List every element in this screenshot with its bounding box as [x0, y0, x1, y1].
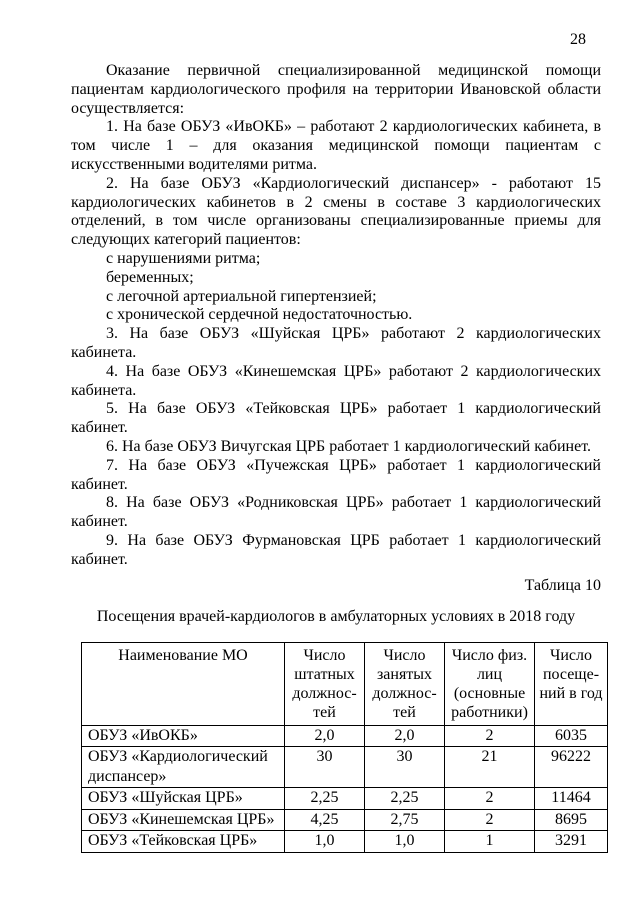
cell-occupied: 2,75: [364, 808, 445, 832]
header-visits-per-year: Число посеще- ний в год: [534, 641, 608, 726]
cell-individuals: 21: [444, 746, 535, 789]
cell-org-name: ОБУЗ «Тейковская ЦРБ»: [81, 830, 285, 853]
paragraph-item-1: 1. На базе ОБУЗ «ИвОКБ» – работают 2 кар…: [71, 118, 601, 173]
cell-individuals: 2: [444, 808, 535, 832]
table-row: ОБУЗ «Кардиологический диспансер» 30 30 …: [81, 746, 608, 789]
paragraph-item-4: 4. На базе ОБУЗ «Кинешемская ЦРБ» работа…: [71, 362, 601, 399]
list-item-heart-failure: с хронической сердечной недостаточностью…: [106, 306, 413, 324]
paragraph-item-5: 5. На базе ОБУЗ «Тейковская ЦРБ» работае…: [71, 400, 601, 437]
paragraph-item-8: 8. На базе ОБУЗ «Родниковская ЦРБ» работ…: [71, 494, 601, 531]
paragraph-item-3: 3. На базе ОБУЗ «Шуйская ЦРБ» работают 2…: [71, 325, 601, 361]
cell-staff: 30: [284, 746, 365, 789]
cell-visits: 96222: [534, 746, 608, 789]
header-individuals: Число физ. лиц (основные работники): [444, 641, 535, 726]
paragraph-item-2: 2. На базе ОБУЗ «Кардиологический диспан…: [71, 174, 601, 249]
header-staff-positions: Число штатных должнос- тей: [284, 641, 365, 726]
cell-staff: 2,0: [284, 724, 365, 748]
cell-visits: 11464: [534, 787, 608, 810]
cell-visits: 8695: [534, 808, 608, 832]
cell-org-name: ОБУЗ «Шуйская ЦРБ»: [81, 787, 285, 810]
cell-org-name: ОБУЗ «ИвОКБ»: [81, 724, 285, 748]
cell-org-name: ОБУЗ «Кинешемская ЦРБ»: [81, 808, 285, 832]
table-row: ОБУЗ «Шуйская ЦРБ» 2,25 2,25 2 11464: [81, 787, 608, 810]
table-title: Посещения врачей-кардиологов в амбулатор…: [96, 607, 576, 625]
cell-org-name: ОБУЗ «Кардиологический диспансер»: [81, 746, 285, 789]
paragraph-item-7: 7. На базе ОБУЗ «Пучежская ЦРБ» работает…: [71, 456, 601, 493]
paragraph-item-9: 9. На базе ОБУЗ Фурмановская ЦРБ работае…: [71, 531, 601, 568]
cell-occupied: 1,0: [364, 830, 445, 853]
header-org-name: Наименование МО: [81, 641, 285, 726]
paragraph-item-6: 6. На базе ОБУЗ Вичугская ЦРБ работает 1…: [106, 437, 591, 455]
cell-individuals: 1: [444, 830, 535, 853]
cell-individuals: 2: [444, 724, 535, 748]
cell-individuals: 2: [444, 787, 535, 810]
cell-occupied: 30: [364, 746, 445, 789]
table-row: ОБУЗ «ИвОКБ» 2,0 2,0 2 6035: [81, 724, 608, 748]
paragraph-intro: Оказание первичной специализированной ме…: [71, 62, 601, 117]
visits-table: Наименование МО Число штатных должнос- т…: [81, 641, 608, 853]
cell-staff: 4,25: [284, 808, 365, 832]
cell-visits: 6035: [534, 724, 608, 748]
cell-staff: 1,0: [284, 830, 365, 853]
table-number-label: Таблица 10: [524, 576, 601, 594]
cell-occupied: 2,0: [364, 724, 445, 748]
list-item-pregnant: беременных;: [106, 268, 194, 286]
document-body: Оказание первичной специализированной ме…: [71, 62, 608, 853]
table-header-row: Наименование МО Число штатных должнос- т…: [81, 641, 608, 726]
list-item-hypertension: с легочной артериальной гипертензией;: [106, 287, 377, 305]
cell-staff: 2,25: [284, 787, 365, 810]
cell-visits: 3291: [534, 830, 608, 853]
table-row: ОБУЗ «Тейковская ЦРБ» 1,0 1,0 1 3291: [81, 830, 608, 853]
list-item-rhythm: с нарушениями ритма;: [106, 249, 261, 267]
page-number: 28: [570, 31, 586, 48]
cell-occupied: 2,25: [364, 787, 445, 810]
header-occupied-positions: Число занятых должнос- тей: [364, 641, 445, 726]
table-row: ОБУЗ «Кинешемская ЦРБ» 4,25 2,75 2 8695: [81, 808, 608, 832]
